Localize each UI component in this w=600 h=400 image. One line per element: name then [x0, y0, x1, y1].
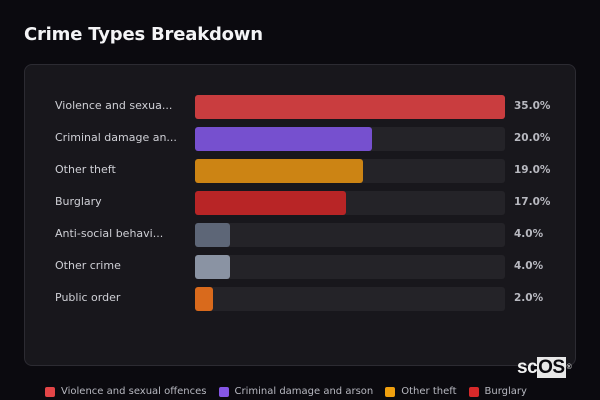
bar-fill[interactable]	[195, 159, 364, 183]
bar-fill[interactable]	[195, 127, 373, 151]
bar-label: Anti-social behavi...	[55, 227, 164, 240]
bar-row[interactable]: Criminal damage an... 20.0%	[25, 127, 575, 151]
legend-item[interactable]: Violence and sexual offences	[45, 386, 207, 397]
registered-mark-icon: ®	[566, 364, 572, 371]
bar-label: Burglary	[55, 195, 102, 208]
logo-prefix: sc	[517, 357, 538, 378]
bar-track	[195, 191, 505, 215]
bar-fill[interactable]	[195, 95, 505, 119]
legend-label: Violence and sexual offences	[61, 386, 207, 397]
bar-track	[195, 223, 505, 247]
bar-value: 35.0%	[514, 100, 551, 112]
bar-label: Violence and sexua...	[55, 99, 173, 112]
bar-value: 19.0%	[514, 164, 551, 176]
legend-swatch-icon	[45, 386, 55, 397]
chart-legend: Violence and sexual offences Criminal dam…	[45, 386, 527, 397]
chart-title: Crime Types Breakdown	[24, 24, 263, 45]
legend-swatch-icon	[385, 386, 396, 397]
bar-track	[195, 159, 505, 183]
legend-swatch-icon	[218, 386, 229, 397]
bar-fill[interactable]	[195, 287, 213, 311]
legend-label: Other theft	[401, 386, 457, 397]
logo-highlight: OS	[537, 357, 566, 378]
bar-label: Public order	[55, 291, 121, 304]
bar-value: 4.0%	[514, 228, 544, 240]
legend-item[interactable]: Criminal damage and arson	[218, 386, 374, 397]
bar-label: Other theft	[55, 163, 116, 176]
bar-value: 2.0%	[514, 292, 544, 304]
bar-track	[195, 95, 505, 119]
bar-fill[interactable]	[195, 255, 231, 279]
bar-value: 4.0%	[514, 260, 544, 272]
bar-value: 20.0%	[514, 132, 551, 144]
bar-fill[interactable]	[195, 223, 231, 247]
legend-item[interactable]: Burglary	[468, 386, 527, 397]
bar-track	[195, 287, 505, 311]
bar-label: Criminal damage an...	[55, 131, 177, 144]
bar-fill[interactable]	[195, 191, 346, 215]
legend-swatch-icon	[468, 386, 479, 397]
bar-track	[195, 255, 505, 279]
bar-row[interactable]: Burglary 17.0%	[25, 191, 575, 215]
bar-row[interactable]: Other crime 4.0%	[25, 255, 575, 279]
legend-item[interactable]: Other theft	[385, 386, 457, 397]
bar-value: 17.0%	[514, 196, 551, 208]
legend-label: Criminal damage and arson	[234, 386, 374, 397]
bar-row[interactable]: Public order 2.0%	[25, 287, 575, 311]
chart-card: Violence and sexua... 35.0% Criminal damag…	[24, 64, 576, 366]
bar-track	[195, 127, 505, 151]
bar-label: Other crime	[55, 259, 121, 272]
scos-logo: scOS ®	[517, 357, 572, 378]
bar-row[interactable]: Other theft 19.0%	[25, 159, 575, 183]
bar-row[interactable]: Violence and sexua... 35.0%	[25, 95, 575, 119]
legend-label: Burglary	[484, 386, 527, 397]
bar-row[interactable]: Anti-social behavi... 4.0%	[25, 223, 575, 247]
